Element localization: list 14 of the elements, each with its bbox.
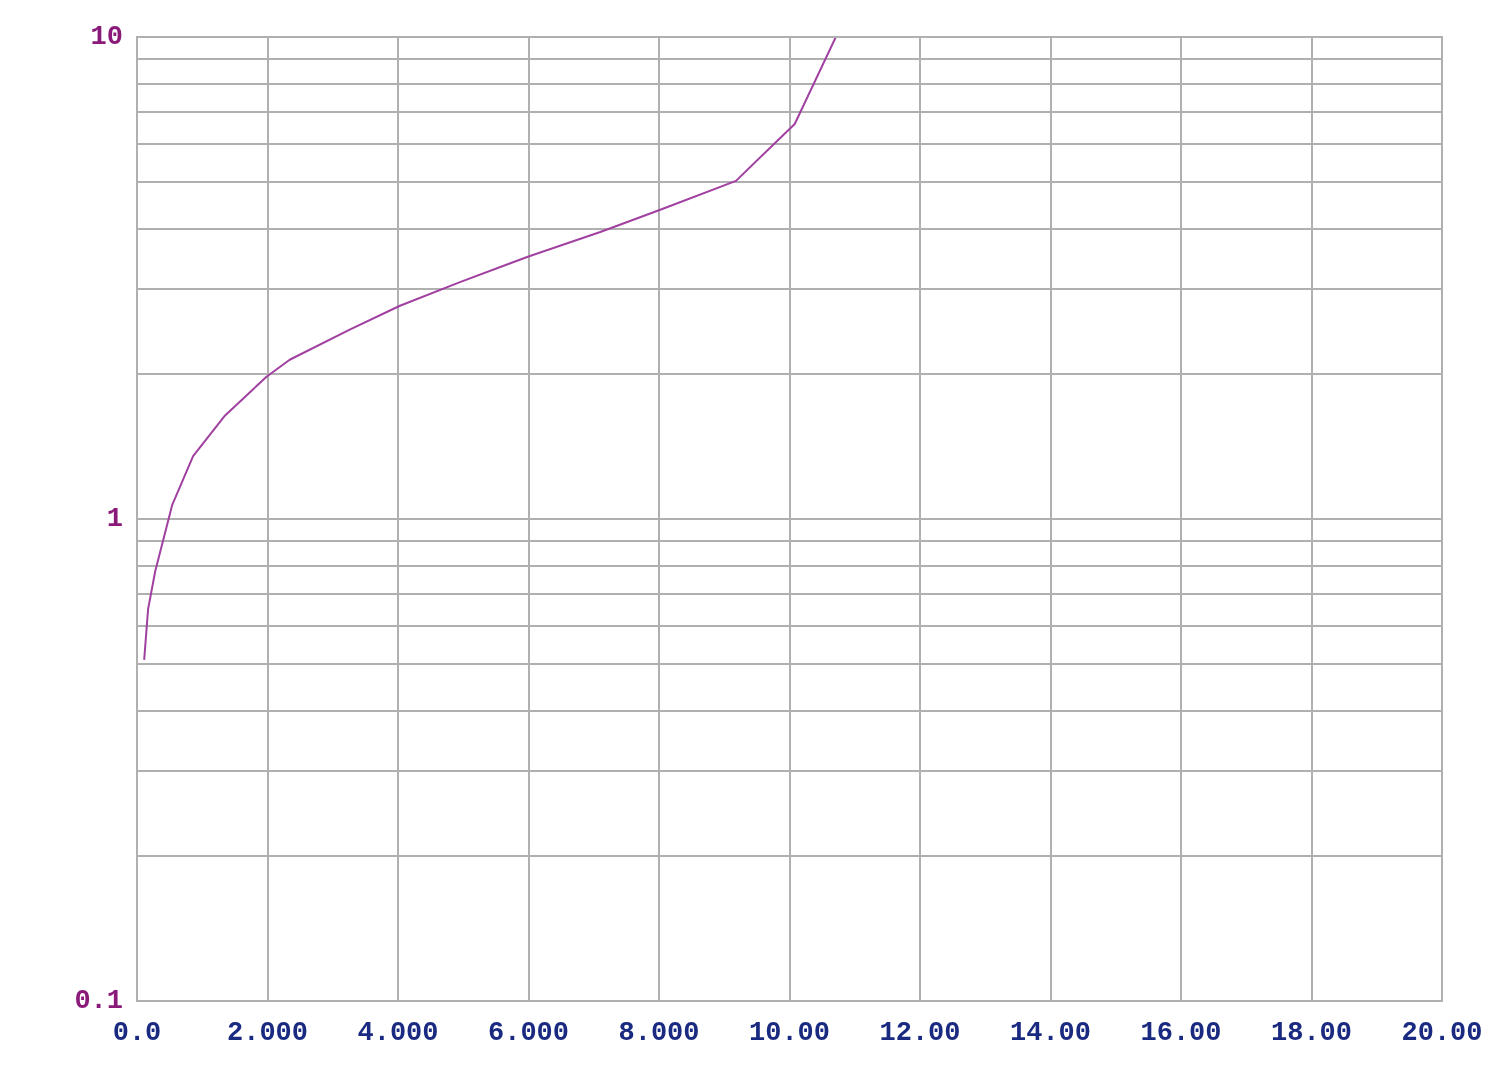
x-tick-label: 16.00 (1140, 1018, 1222, 1048)
x-tick-label: 12.00 (879, 1018, 961, 1048)
x-tick-label: 10.00 (748, 1018, 831, 1048)
x-tick-label: 20.00 (1401, 1018, 1483, 1048)
y-tick-label: 0.1 (74, 985, 123, 1016)
x-tick-label: 2.000 (226, 1018, 309, 1048)
y-tick-label: 10 (90, 21, 123, 52)
x-tick-label: 8.000 (618, 1018, 700, 1048)
x-tick-label: 18.00 (1270, 1018, 1353, 1048)
x-tick-label: 14.00 (1009, 1018, 1092, 1048)
x-tick-label: 4.000 (357, 1018, 439, 1048)
x-tick-label: 6.000 (487, 1018, 570, 1048)
y-tick-label: 1 (106, 503, 123, 534)
x-tick-label: 0.0 (112, 1018, 162, 1048)
